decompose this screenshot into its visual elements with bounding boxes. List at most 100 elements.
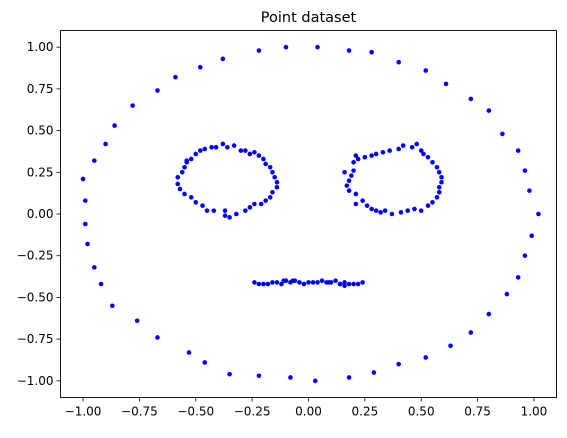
data-point xyxy=(351,281,356,287)
y-tick-label: 1.00 xyxy=(27,40,54,54)
data-point xyxy=(256,48,262,53)
data-point xyxy=(387,148,392,153)
data-point xyxy=(371,370,377,375)
data-point xyxy=(373,208,379,213)
data-point xyxy=(310,280,316,285)
data-point xyxy=(261,156,266,162)
y-tick-label: −0.25 xyxy=(17,249,54,263)
data-point xyxy=(279,281,284,287)
data-point xyxy=(220,56,226,62)
data-point xyxy=(202,360,208,365)
y-tick-label: −0.75 xyxy=(17,332,54,346)
data-point xyxy=(265,281,271,287)
data-point xyxy=(353,201,359,207)
data-point xyxy=(515,148,521,153)
data-point xyxy=(468,96,474,102)
data-point xyxy=(247,151,253,157)
data-point xyxy=(430,200,435,205)
data-point xyxy=(536,211,541,217)
data-point xyxy=(346,48,352,53)
data-point xyxy=(252,280,257,285)
data-point xyxy=(283,44,289,50)
data-point xyxy=(252,201,257,207)
data-point xyxy=(258,201,264,207)
data-point xyxy=(486,311,492,317)
data-point xyxy=(346,178,352,183)
data-point xyxy=(434,195,440,200)
data-point xyxy=(382,208,388,213)
data-point xyxy=(256,373,262,379)
data-point xyxy=(220,141,226,147)
data-point xyxy=(389,211,395,217)
data-point xyxy=(80,176,86,182)
data-point xyxy=(83,198,88,203)
data-point xyxy=(197,148,203,153)
data-point xyxy=(252,149,257,155)
data-point xyxy=(400,143,406,148)
data-point xyxy=(346,281,352,287)
chart-title: Point dataset xyxy=(261,10,357,26)
data-point xyxy=(364,203,370,208)
data-point xyxy=(405,208,411,213)
data-point xyxy=(83,221,88,227)
data-point xyxy=(231,143,237,148)
data-point xyxy=(504,291,510,297)
data-point xyxy=(263,198,268,203)
data-point xyxy=(380,149,386,155)
data-point xyxy=(175,181,181,187)
y-tick-label: −0.50 xyxy=(17,290,54,304)
data-point xyxy=(315,44,320,50)
data-point xyxy=(360,280,365,285)
x-tick-label: −0.25 xyxy=(234,405,271,419)
data-point xyxy=(222,213,228,218)
data-point xyxy=(315,280,320,285)
data-point xyxy=(423,355,429,360)
data-point xyxy=(398,210,404,215)
data-point xyxy=(396,59,401,65)
x-tick-label: −0.50 xyxy=(177,405,214,419)
data-point xyxy=(247,205,253,210)
data-point xyxy=(177,186,183,192)
data-point xyxy=(281,278,287,284)
data-point xyxy=(448,343,453,349)
data-point xyxy=(193,151,199,157)
data-point xyxy=(227,371,232,377)
data-point xyxy=(412,206,417,212)
x-tick-label: 1.00 xyxy=(521,405,548,419)
data-point xyxy=(209,144,214,150)
data-point xyxy=(337,281,343,287)
data-point xyxy=(225,144,230,150)
data-point xyxy=(274,185,280,190)
data-point xyxy=(396,361,401,367)
data-point xyxy=(297,280,302,285)
data-point xyxy=(211,208,217,213)
data-point xyxy=(204,208,210,213)
data-point xyxy=(270,280,275,285)
data-point xyxy=(270,170,275,175)
data-point xyxy=(234,211,239,217)
data-point xyxy=(351,159,356,165)
data-point xyxy=(425,154,431,160)
data-point xyxy=(155,88,160,93)
data-point xyxy=(134,318,140,324)
data-points xyxy=(80,44,541,384)
data-point xyxy=(306,280,311,285)
data-point xyxy=(243,208,248,213)
data-point xyxy=(103,141,108,147)
data-point xyxy=(468,330,474,335)
data-point xyxy=(288,375,293,380)
data-point xyxy=(267,195,273,200)
data-point xyxy=(436,190,442,195)
data-point xyxy=(267,164,273,170)
data-point xyxy=(522,168,528,173)
data-point xyxy=(193,200,199,205)
data-point xyxy=(373,151,379,157)
data-point xyxy=(243,148,248,153)
data-point xyxy=(396,146,401,152)
data-point xyxy=(175,175,181,180)
data-point xyxy=(360,198,365,203)
data-point xyxy=(92,158,97,163)
data-point xyxy=(409,144,415,150)
